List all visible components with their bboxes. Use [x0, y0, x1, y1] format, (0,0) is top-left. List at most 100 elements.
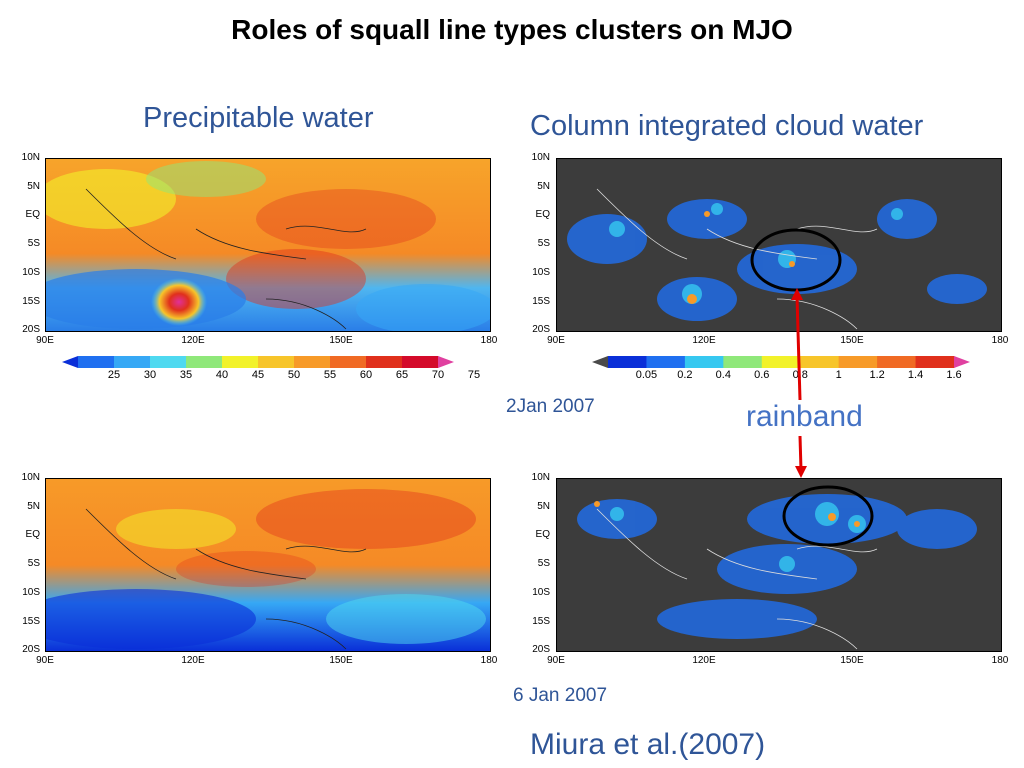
- cw-colorbar-swatch: [684, 356, 724, 368]
- cw-colorbar-label: 0.4: [715, 369, 731, 381]
- lat-br-lat-label: 10S: [532, 586, 550, 598]
- date-top: 2Jan 2007: [506, 396, 595, 417]
- rainband-ellipse-bottom: [782, 485, 874, 547]
- cw-colorbar-label: 1: [835, 369, 842, 381]
- cw-colorbar-swatch: [877, 356, 917, 368]
- date-bottom: 6 Jan 2007: [513, 685, 608, 706]
- cw-colorbar-swatch: [838, 356, 878, 368]
- lat-tr-lat-label: EQ: [535, 209, 550, 221]
- pw-colorbar-swatches: [62, 356, 454, 368]
- arrow-down-head: [795, 466, 807, 478]
- cw-colorbar-swatch: [761, 356, 801, 368]
- lat-tr-lat-label: 15S: [532, 295, 550, 307]
- lat-bl-lat-label: 5S: [27, 558, 40, 570]
- pw-colorbar-swatch: [114, 356, 151, 368]
- pw-colorbar-swatch: [294, 356, 331, 368]
- pw-colorbar-swatch: [62, 356, 78, 368]
- lat-bl-lat-label: 20S: [22, 644, 40, 656]
- pw-colorbar-label: 50: [287, 369, 301, 381]
- lat-tl-lat-label: 20S: [22, 324, 40, 336]
- pw-colorbar-label: 60: [359, 369, 373, 381]
- pw-colorbar-swatch: [78, 356, 115, 368]
- pw-colorbar-label: 30: [143, 369, 157, 381]
- lon-tr-lon-label: 120E: [692, 335, 716, 346]
- lat-tr-lat-label: 5N: [537, 180, 550, 192]
- pw-colorbar-swatch: [186, 356, 223, 368]
- rainband-label: rainband: [746, 400, 863, 433]
- lat-tl-lat-label: EQ: [25, 209, 40, 221]
- cw-colorbar-labels: 0.050.20.40.60.811.21.41.6: [592, 369, 970, 385]
- lat-tr-lat-label: 5S: [537, 238, 550, 250]
- lon-tr-lon-label: 90E: [547, 335, 565, 346]
- lat-br-lat-label: 15S: [532, 615, 550, 627]
- lon-tl-lon-label: 150E: [329, 335, 353, 346]
- lat-tl-lat-label: 10N: [21, 152, 40, 163]
- pw-colorbar-label: 35: [179, 369, 193, 381]
- cw-map-bottom-image: [557, 479, 1001, 651]
- pw-colorbar-swatch: [366, 356, 403, 368]
- cw-colorbar-swatch: [592, 356, 608, 368]
- pw-colorbar-label: 40: [215, 369, 229, 381]
- pw-colorbar-label: 25: [107, 369, 121, 381]
- pw-colorbar-labels: 25 30 35 40 45 50 55 60 65 70 75: [62, 369, 480, 385]
- cloud-water-heading: Column integrated cloud water: [530, 110, 924, 142]
- cw-colorbar-label: 1.4: [907, 369, 924, 381]
- lon-tl-lon-label: 180: [480, 335, 498, 346]
- cw-colorbar-swatch: [915, 356, 955, 368]
- pw-colorbar-swatch: [150, 356, 187, 368]
- pw-colorbar-label: 45: [251, 369, 265, 381]
- arrow-up: [795, 295, 802, 401]
- lat-tr-lat-label: 20S: [532, 324, 550, 336]
- pw-colorbar: 25 30 35 40 45 50 55 60 65 70 75: [62, 355, 480, 391]
- lon-tr-lon-label: 150E: [840, 335, 864, 346]
- pw-colorbar-swatch: [402, 356, 439, 368]
- cw-colorbar-label: 1.2: [869, 369, 885, 381]
- lat-bl-lat-label: 10S: [22, 586, 40, 598]
- lon-br-lon-label: 90E: [547, 655, 565, 666]
- lon-tr-lon-label: 180: [991, 335, 1009, 346]
- lat-br-lat-label: 10N: [531, 472, 550, 483]
- pw-colorbar-label: 65: [395, 369, 409, 381]
- cw-colorbar: 0.050.20.40.60.811.21.41.6: [592, 355, 970, 391]
- lat-tl-lat-label: 15S: [22, 295, 40, 307]
- pw-colorbar-swatch: [438, 356, 454, 368]
- pw-colorbar-swatch: [222, 356, 259, 368]
- pw-colorbar-label: 75: [467, 369, 481, 381]
- lon-br-lon-label: 150E: [840, 655, 864, 666]
- lon-bl-lon-label: 120E: [181, 655, 205, 666]
- rainband-ellipse-top: [750, 228, 842, 292]
- pw-map-bottom-image: [46, 479, 490, 651]
- precipitable-water-heading: Precipitable water: [143, 102, 374, 134]
- lat-tl-lat-label: 5N: [27, 180, 40, 192]
- cw-colorbar-swatch: [646, 356, 686, 368]
- cw-map-bottom: [556, 478, 1002, 652]
- lon-bl-lon-label: 150E: [329, 655, 353, 666]
- cw-colorbar-label: 0.05: [635, 369, 658, 381]
- lat-tl-lat-label: 10S: [22, 266, 40, 278]
- lat-br-lat-label: 5S: [537, 558, 550, 570]
- pw-map-top: [45, 158, 491, 332]
- slide-title: Roles of squall line types clusters on M…: [231, 14, 793, 45]
- cw-colorbar-label: 0.6: [754, 369, 770, 381]
- lon-bl-lon-label: 180: [480, 655, 498, 666]
- lat-tr-lat-label: 10S: [532, 266, 550, 278]
- lat-bl-lat-label: 5N: [27, 500, 40, 512]
- lat-bl-lat-label: 15S: [22, 615, 40, 627]
- lat-tr-lat-label: 10N: [531, 152, 550, 163]
- cw-colorbar-swatch: [954, 356, 970, 368]
- pw-colorbar-label: 55: [323, 369, 337, 381]
- cw-colorbar-swatches: [592, 356, 970, 368]
- pw-colorbar-swatch: [258, 356, 295, 368]
- lon-br-lon-label: 180: [991, 655, 1009, 666]
- pw-map-top-image: [46, 159, 490, 331]
- lat-br-lat-label: 20S: [532, 644, 550, 656]
- arrow-up-head: [791, 288, 803, 300]
- cw-colorbar-label: 0.2: [677, 369, 693, 381]
- lat-br-lat-label: EQ: [535, 529, 550, 541]
- lat-tl-lat-label: 5S: [27, 238, 40, 250]
- lon-bl-lon-label: 90E: [36, 655, 54, 666]
- lat-bl-lat-label: EQ: [25, 529, 40, 541]
- lon-tl-lon-label: 120E: [181, 335, 205, 346]
- cw-colorbar-label: 1.6: [946, 369, 962, 381]
